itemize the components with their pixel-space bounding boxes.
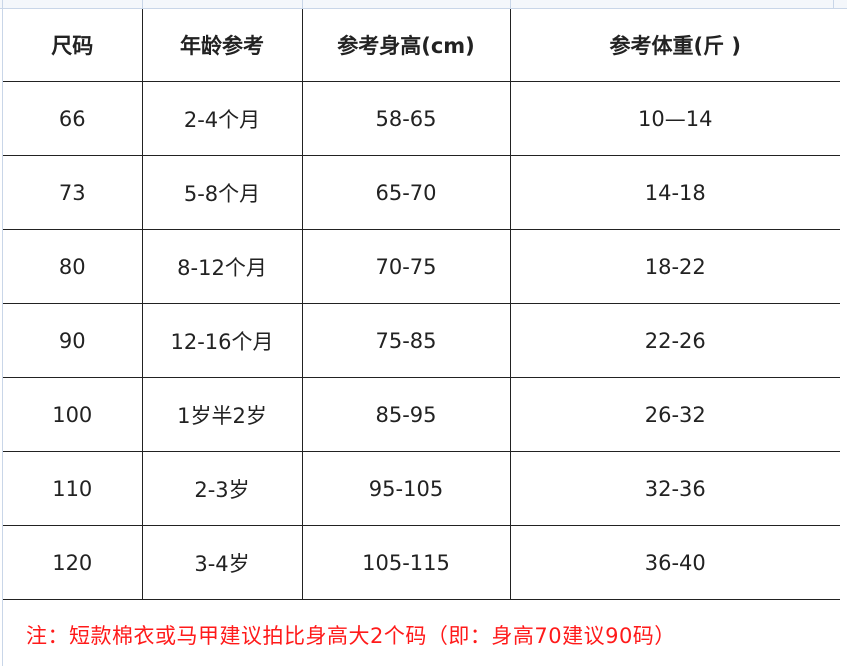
cell-height: 58-65	[301, 81, 511, 156]
cell-weight: 26-32	[509, 377, 840, 452]
cell-size: 66	[3, 81, 143, 156]
cell-size: 90	[3, 303, 143, 378]
cell-weight: 14-18	[509, 155, 840, 230]
cell-weight: 10—14	[509, 81, 840, 156]
cell-age: 2-4个月	[141, 81, 303, 156]
cell-weight: 22-26	[509, 303, 840, 378]
size-chart-table: 尺码 年龄参考 参考身高(cm) 参考体重(斤 ) 66 2-4个月 58-65 10…	[3, 9, 840, 600]
cell-age: 8-12个月	[141, 229, 303, 304]
sheet-top-gridline	[0, 0, 847, 9]
header-size: 尺码	[3, 9, 143, 82]
table-row: 100 1岁半2岁 85-95 26-32	[3, 377, 840, 452]
cell-height: 85-95	[301, 377, 511, 452]
cell-height: 70-75	[301, 229, 511, 304]
cell-age: 1岁半2岁	[141, 377, 303, 452]
cell-height: 95-105	[301, 451, 511, 526]
table-row: 80 8-12个月 70-75 18-22	[3, 229, 840, 304]
header-age: 年龄参考	[141, 9, 303, 82]
header-weight: 参考体重(斤 )	[509, 9, 840, 82]
cell-height: 65-70	[301, 155, 511, 230]
table-row: 110 2-3岁 95-105 32-36	[3, 451, 840, 526]
table-row: 120 3-4岁 105-115 36-40	[3, 525, 840, 600]
size-note: 注：短款棉衣或马甲建议拍比身高大2个码（即：身高70建议90码）	[26, 624, 676, 648]
cell-weight: 36-40	[509, 525, 840, 600]
table-row: 73 5-8个月 65-70 14-18	[3, 155, 840, 230]
cell-size: 100	[3, 377, 143, 452]
cell-age: 12-16个月	[141, 303, 303, 378]
cell-age: 3-4岁	[141, 525, 303, 600]
table-row: 66 2-4个月 58-65 10—14	[3, 81, 840, 156]
sheet-left-gridline	[2, 0, 3, 666]
cell-size: 80	[3, 229, 143, 304]
cell-size: 120	[3, 525, 143, 600]
cell-size: 110	[3, 451, 143, 526]
cell-height: 75-85	[301, 303, 511, 378]
cell-weight: 18-22	[509, 229, 840, 304]
cell-size: 73	[3, 155, 143, 230]
cell-age: 5-8个月	[141, 155, 303, 230]
table-row: 90 12-16个月 75-85 22-26	[3, 303, 840, 378]
cell-age: 2-3岁	[141, 451, 303, 526]
table-header-row: 尺码 年龄参考 参考身高(cm) 参考体重(斤 )	[3, 9, 840, 82]
header-height: 参考身高(cm)	[301, 9, 511, 82]
cell-height: 105-115	[301, 525, 511, 600]
cell-weight: 32-36	[509, 451, 840, 526]
